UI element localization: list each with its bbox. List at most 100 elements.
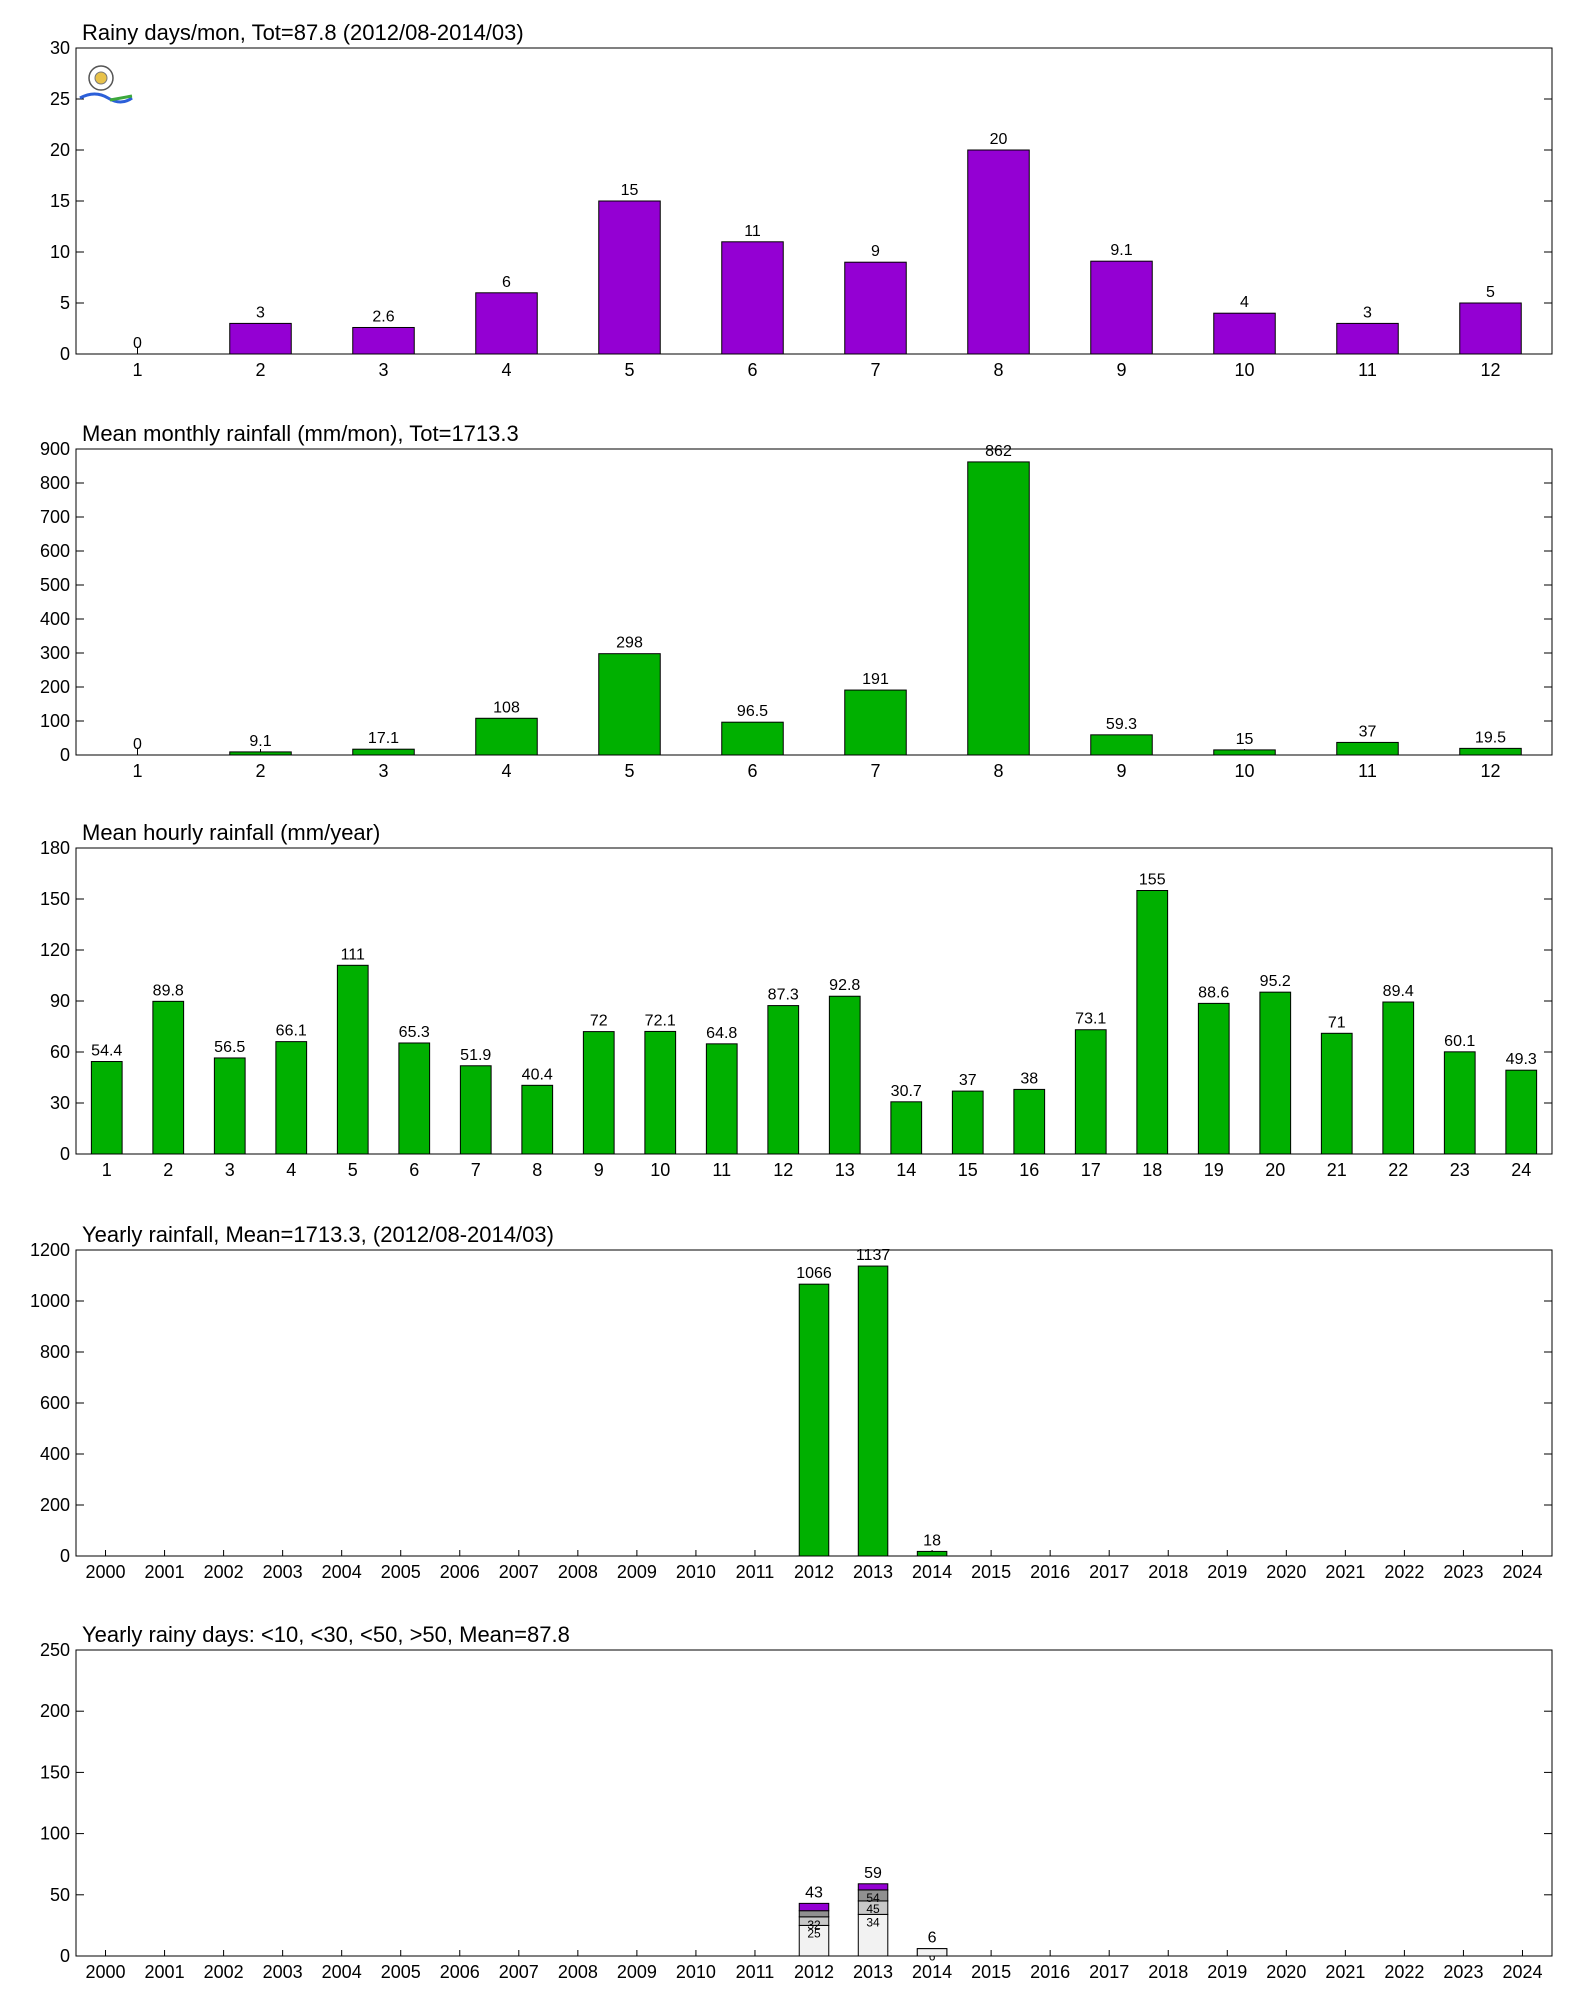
bar-value-label: 72.1 xyxy=(645,1012,676,1029)
y-tick-label: 5 xyxy=(60,293,70,313)
y-tick-label: 180 xyxy=(40,838,70,858)
x-tick-label: 7 xyxy=(471,1160,481,1180)
bar-value-label: 37 xyxy=(1359,723,1377,740)
bar-value-label: 111 xyxy=(341,946,365,963)
x-tick-label: 21 xyxy=(1327,1160,1347,1180)
bar xyxy=(459,1065,492,1155)
x-tick-label: 2007 xyxy=(499,1962,539,1982)
y-tick-label: 700 xyxy=(40,507,70,527)
bar xyxy=(844,261,907,355)
bar-value-label: 3 xyxy=(256,304,265,321)
bar xyxy=(352,748,415,756)
bar-value-label: 30.7 xyxy=(891,1083,922,1100)
x-tick-label: 2024 xyxy=(1502,1962,1542,1982)
bar xyxy=(1505,1069,1538,1155)
x-tick-label: 7 xyxy=(870,360,880,380)
chart-title: Rainy days/mon, Tot=87.8 (2012/08-2014/0… xyxy=(82,20,524,45)
x-tick-label: 5 xyxy=(348,1160,358,1180)
x-tick-label: 2018 xyxy=(1148,1562,1188,1582)
stack-total-label: 59 xyxy=(864,1865,882,1882)
x-tick-label: 2021 xyxy=(1325,1962,1365,1982)
x-tick-label: 2005 xyxy=(381,1962,421,1982)
x-tick-label: 2024 xyxy=(1502,1562,1542,1582)
x-tick-label: 12 xyxy=(1480,761,1500,781)
x-tick-label: 3 xyxy=(378,761,388,781)
bar-value-label: 87.3 xyxy=(768,987,799,1004)
x-tick-label: 2016 xyxy=(1030,1562,1070,1582)
x-tick-label: 2 xyxy=(255,360,265,380)
x-tick-label: 2020 xyxy=(1266,1962,1306,1982)
x-tick-label: 2016 xyxy=(1030,1962,1070,1982)
bar-value-label: 9.1 xyxy=(249,733,271,750)
bar-value-label: 3 xyxy=(1363,304,1372,321)
stack-segment-label: 45 xyxy=(866,1902,880,1916)
x-tick-label: 11 xyxy=(1358,761,1377,781)
bar xyxy=(1013,1088,1046,1155)
x-tick-label: 14 xyxy=(896,1160,916,1180)
x-tick-label: 8 xyxy=(993,360,1003,380)
x-tick-label: 4 xyxy=(501,360,511,380)
x-tick-label: 2001 xyxy=(145,1962,185,1982)
bar xyxy=(213,1057,246,1155)
bar-value-label: 191 xyxy=(862,671,889,688)
bar-value-label: 4 xyxy=(1240,294,1249,311)
y-tick-label: 120 xyxy=(40,940,70,960)
x-tick-label: 16 xyxy=(1019,1160,1039,1180)
bar-value-label: 95.2 xyxy=(1260,973,1291,990)
x-tick-label: 4 xyxy=(286,1160,296,1180)
bar xyxy=(767,1005,800,1155)
x-tick-label: 2006 xyxy=(440,1562,480,1582)
x-tick-label: 6 xyxy=(747,761,757,781)
x-tick-label: 2013 xyxy=(853,1562,893,1582)
bar xyxy=(967,149,1030,355)
x-tick-label: 2015 xyxy=(971,1562,1011,1582)
bar-value-label: 40.4 xyxy=(522,1066,553,1083)
bar-value-label: 60.1 xyxy=(1444,1033,1475,1050)
x-tick-label: 2004 xyxy=(322,1962,362,1982)
y-tick-label: 1000 xyxy=(30,1291,70,1311)
x-tick-label: 2000 xyxy=(85,1962,125,1982)
x-tick-label: 20 xyxy=(1265,1160,1285,1180)
bar-value-label: 2.6 xyxy=(372,308,394,325)
y-tick-label: 100 xyxy=(40,1824,70,1844)
x-tick-label: 2021 xyxy=(1325,1562,1365,1582)
bar xyxy=(90,1061,123,1155)
x-tick-label: 2000 xyxy=(85,1562,125,1582)
x-tick-label: 5 xyxy=(624,360,634,380)
x-tick-label: 11 xyxy=(712,1160,731,1180)
bar xyxy=(1213,749,1276,756)
x-tick-label: 2004 xyxy=(322,1562,362,1582)
x-tick-label: 2010 xyxy=(676,1562,716,1582)
stack-segment xyxy=(798,1910,830,1918)
y-tick-label: 150 xyxy=(40,889,70,909)
x-tick-label: 8 xyxy=(993,761,1003,781)
x-tick-label: 22 xyxy=(1388,1160,1408,1180)
y-tick-label: 90 xyxy=(50,991,70,1011)
x-tick-label: 17 xyxy=(1081,1160,1101,1180)
chart-title: Mean hourly rainfall (mm/year) xyxy=(82,820,380,845)
x-tick-label: 1 xyxy=(132,761,142,781)
bar xyxy=(1090,734,1153,756)
bar-value-label: 108 xyxy=(493,699,520,716)
chart-panel-5: 0 50 100 150 200 250 2000 2001 2002 2003 2004 2005 2… xyxy=(40,1622,1553,1982)
bar xyxy=(721,721,784,756)
y-tick-label: 200 xyxy=(40,1701,70,1721)
bar-value-label: 9.1 xyxy=(1110,242,1132,259)
x-tick-label: 2019 xyxy=(1207,1562,1247,1582)
x-tick-label: 10 xyxy=(650,1160,670,1180)
x-tick-label: 2019 xyxy=(1207,1962,1247,1982)
bar-value-label: 54.4 xyxy=(91,1043,122,1060)
y-tick-label: 250 xyxy=(40,1640,70,1660)
x-tick-label: 2018 xyxy=(1148,1962,1188,1982)
bar xyxy=(229,322,292,355)
bar xyxy=(828,995,861,1155)
stack-segment xyxy=(857,1913,889,1957)
x-tick-label: 10 xyxy=(1234,761,1254,781)
bar-value-label: 20 xyxy=(990,131,1008,148)
x-tick-label: 9 xyxy=(594,1160,604,1180)
y-tick-label: 20 xyxy=(50,140,70,160)
x-tick-label: 2007 xyxy=(499,1562,539,1582)
logo-swoosh xyxy=(79,92,133,104)
